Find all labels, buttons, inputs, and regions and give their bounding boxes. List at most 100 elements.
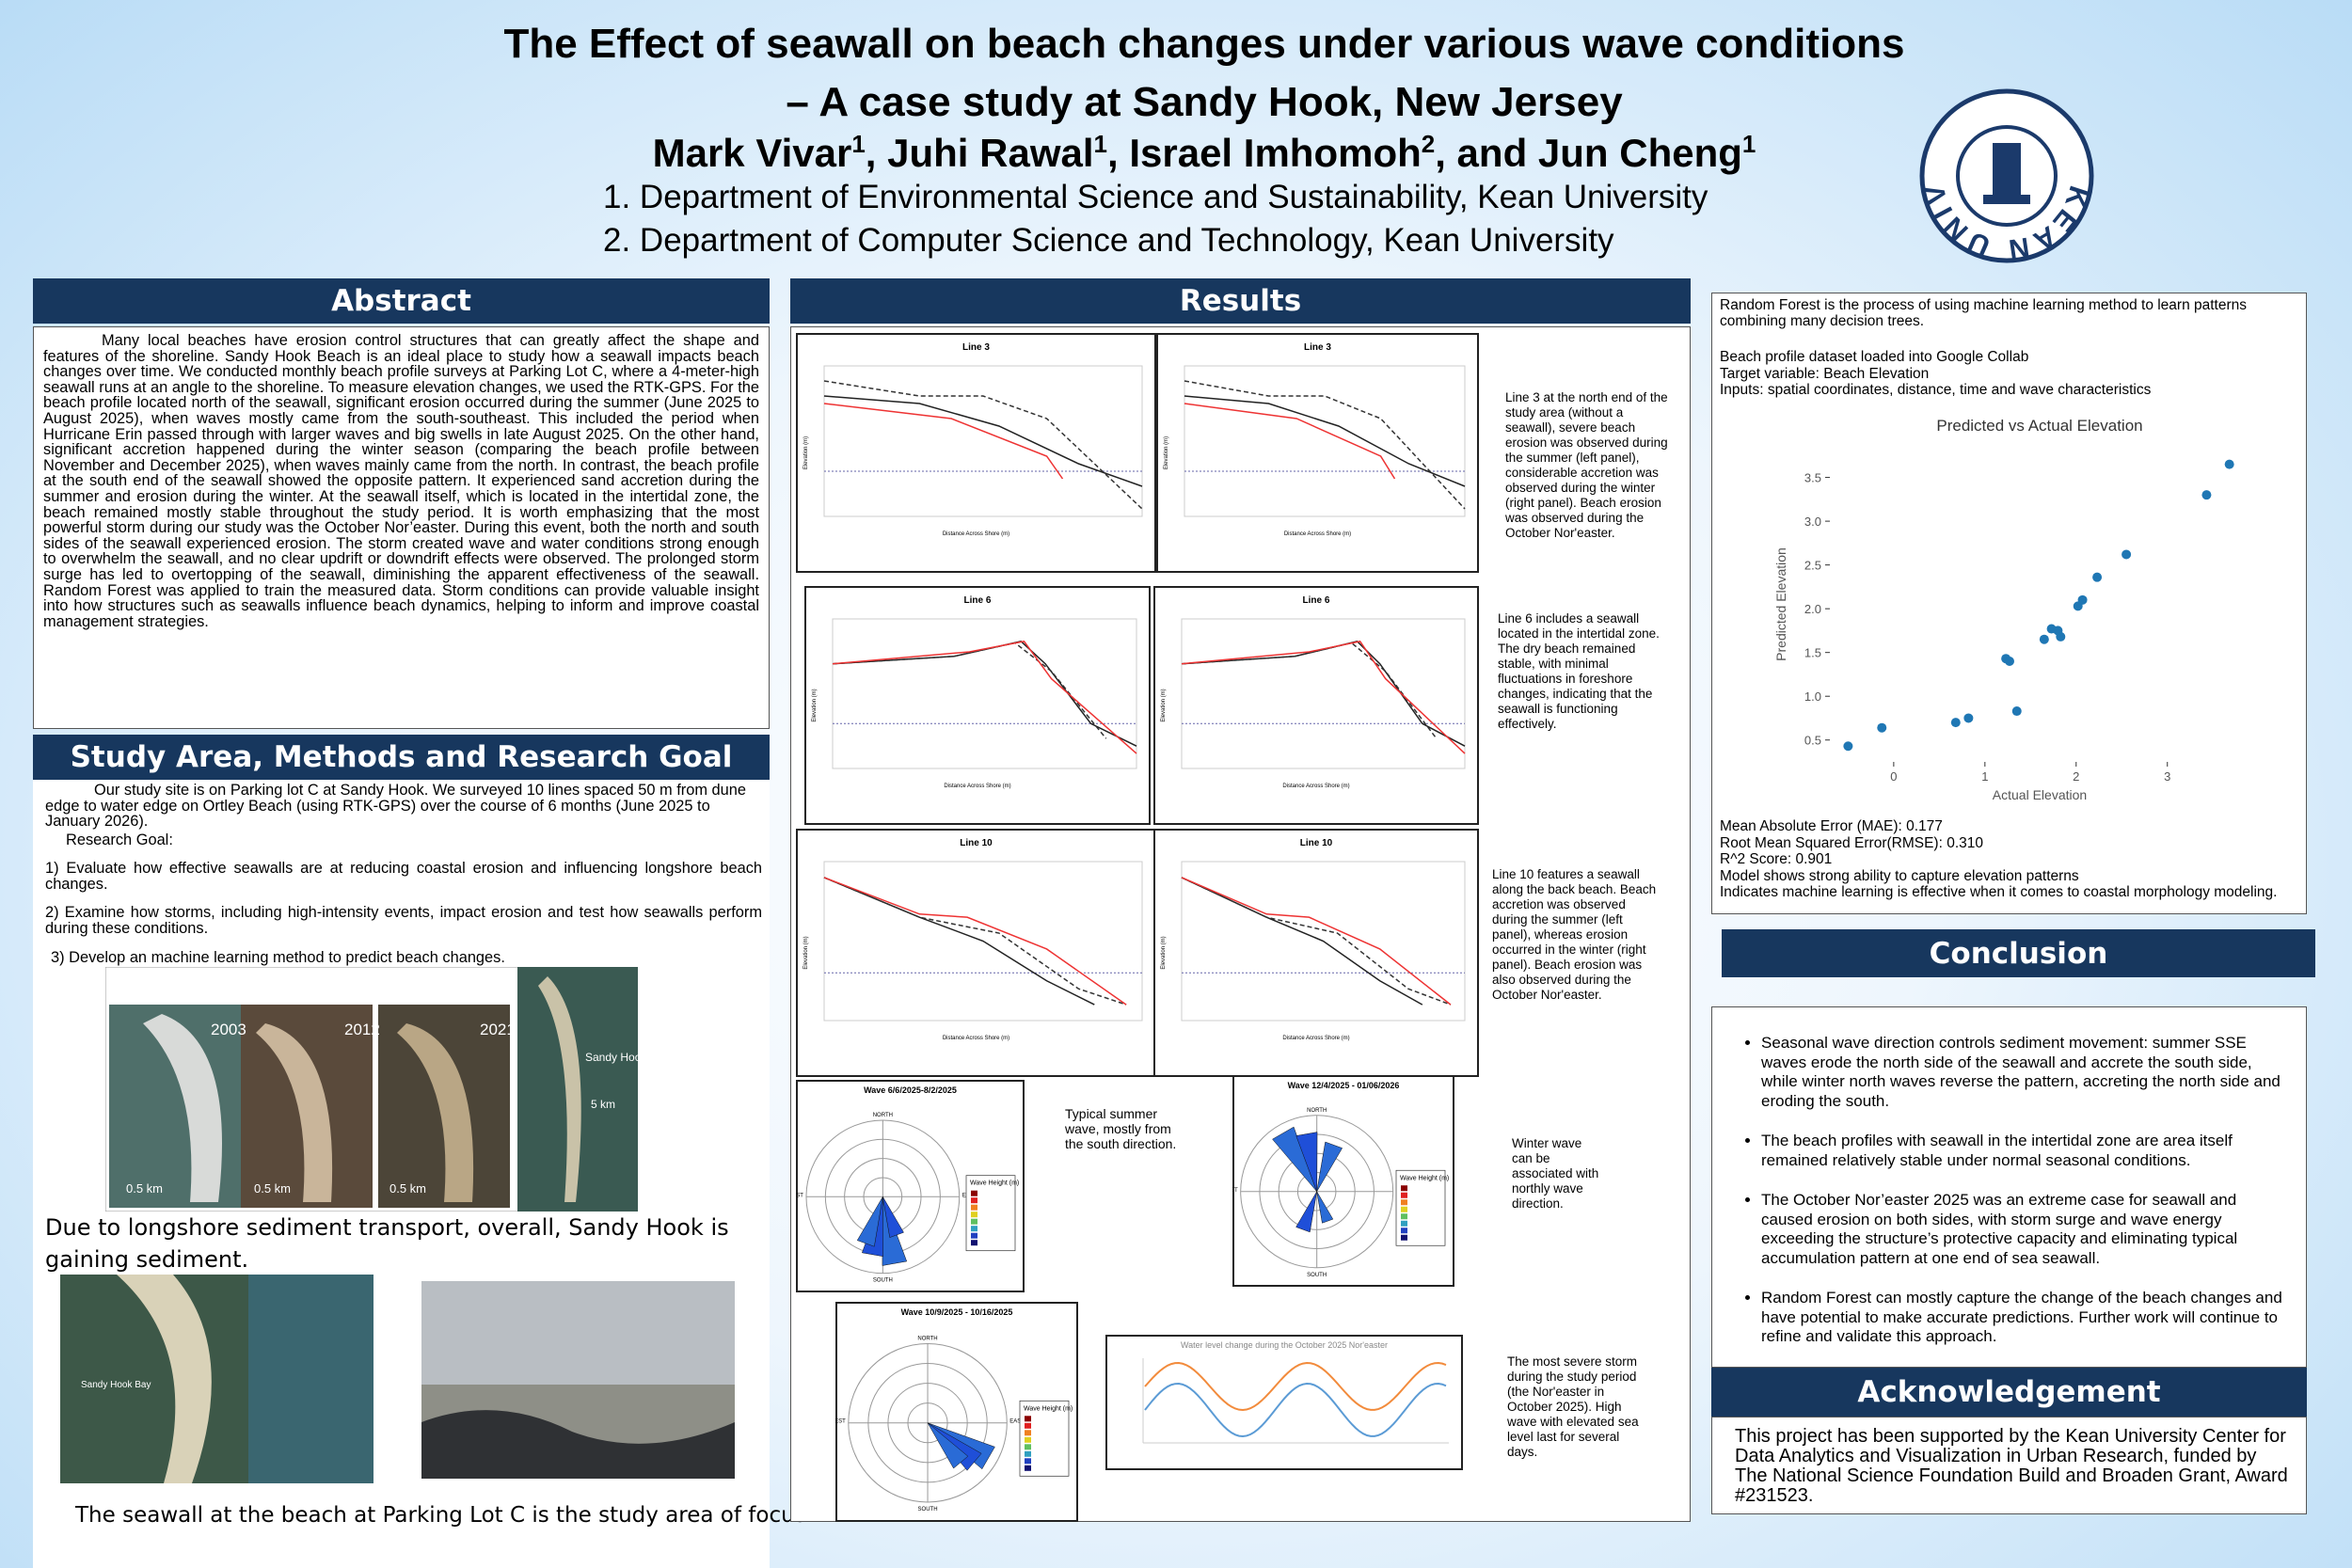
chart-title: Wave 10/9/2025 - 10/16/2025 — [901, 1307, 1013, 1317]
model-metric: R^2 Score: 0.901 — [1720, 851, 1833, 867]
compass-label: WEST — [796, 1193, 803, 1198]
plot-frame — [1829, 446, 2250, 763]
author-separator: , — [865, 131, 877, 175]
author-affiliation: 1 — [851, 130, 866, 158]
chart-title: Line 10 — [960, 838, 993, 848]
scatter-point — [1877, 722, 1887, 733]
place-label: Sandy Hook Bay — [81, 1380, 151, 1390]
rose-petal — [882, 1196, 904, 1238]
y-tick-label: 1.0 — [1804, 689, 1821, 704]
compass-label: NORTH — [873, 1113, 893, 1118]
profile-line — [1184, 395, 1466, 487]
year-label: 2003 — [211, 1021, 246, 1038]
goal: 3) Develop an machine learning method to… — [51, 949, 505, 966]
scatter-chart: Predicted vs Actual Elevation 0 1 2 3 0.5 1.0 1… — [1773, 417, 2250, 802]
rose-petal — [1316, 1141, 1343, 1192]
study-intro: Our study site is on Parking lot C at Sa… — [45, 782, 747, 831]
legend-title: Wave Height (m) — [1024, 1405, 1073, 1412]
conclusion-panel: Seasonal wave direction controls sedimen… — [1711, 1006, 2307, 1368]
result-note: Line 3 at the north end of the study are… — [1505, 390, 1668, 540]
legend-swatch — [1401, 1234, 1407, 1241]
profile-line — [1181, 641, 1438, 739]
profile-line — [823, 877, 1127, 1006]
wave-rose: Wave 10/9/2025 - 10/16/2025 NORTH SOUTH EAS… — [835, 1302, 1078, 1522]
x-tick-label: 2 — [2073, 769, 2079, 784]
legend-title: Wave Height (m) — [970, 1180, 1019, 1187]
result-note: Line 6 includes a seawall located in the… — [1498, 611, 1660, 731]
plot-frame — [1181, 861, 1466, 1022]
profile-line — [1181, 641, 1466, 754]
figure-caption: The seawall at the beach at Parking Lot … — [75, 1503, 806, 1528]
plot-frame — [832, 618, 1137, 769]
model-metric: Model shows strong ability to capture el… — [1720, 867, 2079, 884]
conclusion-bullet: Random Forest can mostly capture the cha… — [1761, 1289, 2289, 1347]
figure-frame — [1156, 333, 1479, 573]
authors: Mark Vivar1, Juhi Rawal1, Israel Imhomoh… — [282, 130, 2126, 176]
model-metrics: Mean Absolute Error (MAE): 0.177 Root Mea… — [1720, 818, 2303, 901]
chart-title: Line 6 — [964, 595, 992, 606]
scatter-point — [2077, 594, 2088, 605]
legend-swatch — [971, 1204, 977, 1211]
profile-chart: Line 10 Distance Across Shore (m) Elevatio… — [796, 829, 1156, 1077]
compass-label: SOUTH — [873, 1278, 893, 1284]
scatter-point — [2011, 706, 2022, 717]
profile-line — [823, 877, 1127, 1006]
y-tick-label: 0.5 — [1804, 734, 1821, 748]
author-separator: , and — [1435, 131, 1528, 175]
aerial-photo: Sandy Hook Bay — [60, 1275, 373, 1483]
model-metric: Root Mean Squared Error(RMSE): 0.310 — [1720, 834, 1983, 851]
conclusion-bullet: The beach profiles with seawall in the i… — [1761, 1132, 2289, 1170]
scatter-point — [2224, 459, 2234, 469]
scatter-point — [2005, 656, 2015, 666]
axis-label: Distance Across Shore (m) — [1282, 784, 1349, 789]
legend-swatch — [971, 1197, 977, 1204]
conclusion-list: Seasonal wave direction controls sedimen… — [1712, 1034, 2289, 1347]
abstract-text: Many local beaches have erosion control … — [33, 326, 770, 729]
axis-label: Distance Across Shore (m) — [1284, 531, 1351, 537]
y-tick-label: 1.5 — [1804, 646, 1821, 660]
chart-title: Wave 6/6/2025-8/2/2025 — [864, 1085, 957, 1095]
result-note: Typical summer wave, mostly from the sou… — [1065, 1106, 1177, 1151]
axis-label: Elevation (m) — [803, 436, 809, 469]
acknowledgement-text: This project has been supported by the K… — [1711, 1417, 2307, 1514]
legend-swatch — [1401, 1220, 1407, 1227]
section-heading: Abstract — [33, 278, 770, 324]
profile-chart: Line 6 Distance Across Shore (m) Elevation… — [1153, 586, 1479, 825]
figure-caption: Due to longshore sediment transport, ove… — [45, 1214, 729, 1273]
profile-line — [832, 641, 1137, 754]
conclusion-bullet: Seasonal wave direction controls sedimen… — [1761, 1034, 2289, 1111]
y-axis-label: Predicted Elevation — [1773, 547, 1788, 661]
plot-frame — [1184, 365, 1466, 517]
result-note: The most severe storm during the study p… — [1507, 1354, 1639, 1459]
model-intro: Random Forest is the process of using ma… — [1720, 297, 2248, 329]
legend-swatch — [1401, 1185, 1407, 1192]
scale-label: 0.5 km — [126, 1181, 163, 1196]
profile-line — [823, 380, 1143, 510]
section-heading: Acknowledgement — [1711, 1368, 2307, 1417]
rose-petal — [1295, 1191, 1317, 1233]
axis-label: Elevation (m) — [812, 689, 818, 721]
author-separator: , — [1107, 131, 1119, 175]
model-setup-line: Target variable: Beach Elevation — [1720, 365, 1930, 382]
chart-title: Wave 12/4/2025 - 01/06/2026 — [1288, 1081, 1400, 1090]
figure-frame — [1153, 829, 1479, 1077]
year-label: 2012 — [344, 1021, 380, 1038]
rose-ring — [805, 1119, 961, 1275]
wave-rose: Wave 12/4/2025 - 01/06/2026NORTHSOUTHEAS… — [1232, 1075, 1454, 1287]
year-label: 2021 — [480, 1021, 516, 1038]
plot-frame — [823, 861, 1143, 1022]
legend-swatch — [1025, 1436, 1031, 1443]
model-metric: Indicates machine learning is effective … — [1720, 884, 2278, 900]
rose-petal — [927, 1422, 969, 1469]
axis-label: Elevation (m) — [803, 936, 809, 969]
profile-chart: Line 3 Distance Across Shore (m) Elevation… — [1156, 333, 1479, 573]
author-name: Israel Imhomoh — [1129, 131, 1422, 175]
chart-title: Line 10 — [1300, 838, 1333, 848]
compass-label: NORTH — [1307, 1108, 1327, 1114]
profile-chart: Line 10 Distance Across Shore (m) Elevatio… — [1153, 829, 1479, 1077]
compass-label: WEST — [835, 1419, 846, 1425]
title-line: The Effect of seawall on beach changes u… — [503, 21, 1905, 67]
legend-swatch — [971, 1212, 977, 1218]
legend-swatch — [1025, 1444, 1031, 1450]
